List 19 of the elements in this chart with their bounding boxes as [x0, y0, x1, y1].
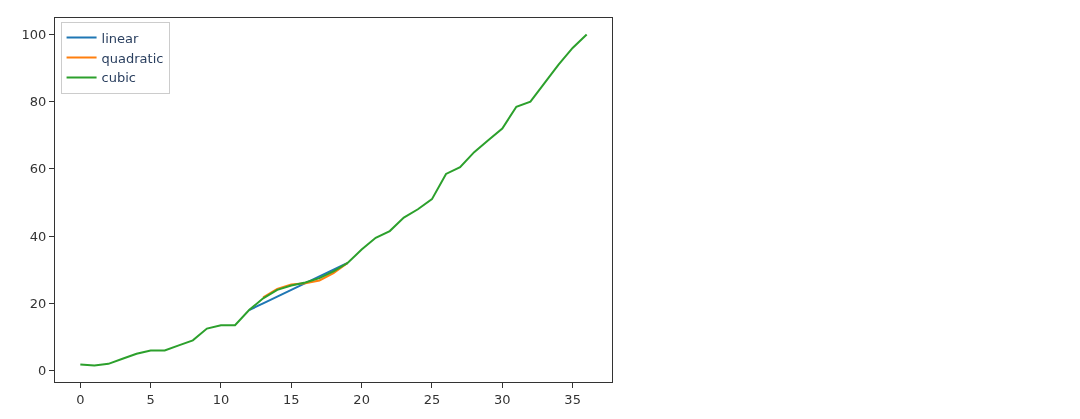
- y-tick-label: 100: [21, 27, 47, 43]
- x-tick-label: 35: [564, 391, 581, 407]
- y-tick-label: 60: [29, 161, 47, 177]
- x-tick-label: 15: [283, 391, 300, 407]
- x-tick-label: 25: [423, 391, 441, 407]
- y-tick-label: 20: [29, 295, 47, 311]
- x-tick-label: 20: [353, 391, 370, 407]
- x-tick-label: 5: [146, 391, 155, 407]
- x-tick-label: 30: [494, 391, 511, 407]
- y-tick-label: 80: [29, 94, 47, 110]
- x-tick-label: 10: [212, 391, 230, 407]
- legend-label: quadratic: [101, 50, 164, 66]
- y-tick-label: 0: [38, 363, 47, 379]
- x-tick-label: 0: [76, 391, 85, 407]
- line-series: [79, 33, 588, 367]
- legend-label: linear: [101, 30, 139, 46]
- legend-label: cubic: [101, 70, 136, 86]
- line-series: [262, 262, 349, 299]
- y-tick-label: 40: [29, 228, 47, 244]
